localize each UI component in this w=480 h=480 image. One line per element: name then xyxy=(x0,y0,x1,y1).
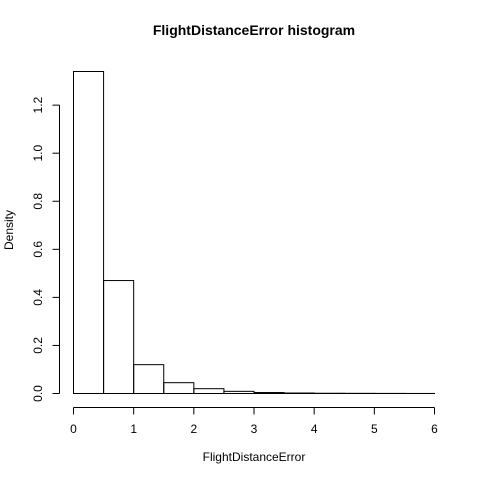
y-tick-label: 1.0 xyxy=(31,145,45,162)
x-tick-label: 1 xyxy=(130,422,137,436)
y-axis-label: Density xyxy=(2,210,16,250)
histogram-bars xyxy=(73,71,435,395)
x-tick-label: 0 xyxy=(70,422,77,436)
y-tick-label: 0.8 xyxy=(31,193,45,210)
x-tick-label: 4 xyxy=(311,422,318,436)
x-tick-label: 3 xyxy=(251,422,258,436)
histogram-bar xyxy=(133,364,165,395)
y-tick-label: 0.4 xyxy=(31,289,45,306)
histogram-bar xyxy=(253,392,285,395)
x-axis: 0 1 2 3 4 5 6 xyxy=(70,407,438,436)
x-tick-label: 5 xyxy=(371,422,378,436)
x-axis-label: FlightDistanceError xyxy=(203,450,306,464)
y-tick-label: 0.2 xyxy=(31,337,45,354)
histogram-bar xyxy=(103,280,135,394)
y-tick-label: 0.0 xyxy=(31,385,45,402)
chart-title: FlightDistanceError histogram xyxy=(153,22,355,38)
histogram-bar xyxy=(223,390,255,394)
histogram-bar xyxy=(163,382,195,394)
x-tick-label: 6 xyxy=(431,422,438,436)
y-axis: 0.0 0.2 0.4 0.6 0.8 1.0 1.2 xyxy=(31,96,60,402)
x-tick-label: 2 xyxy=(190,422,197,436)
histogram-bar xyxy=(193,388,225,395)
y-tick-label: 1.2 xyxy=(31,96,45,113)
y-tick-label: 0.6 xyxy=(31,241,45,258)
histogram-bar xyxy=(73,71,105,394)
